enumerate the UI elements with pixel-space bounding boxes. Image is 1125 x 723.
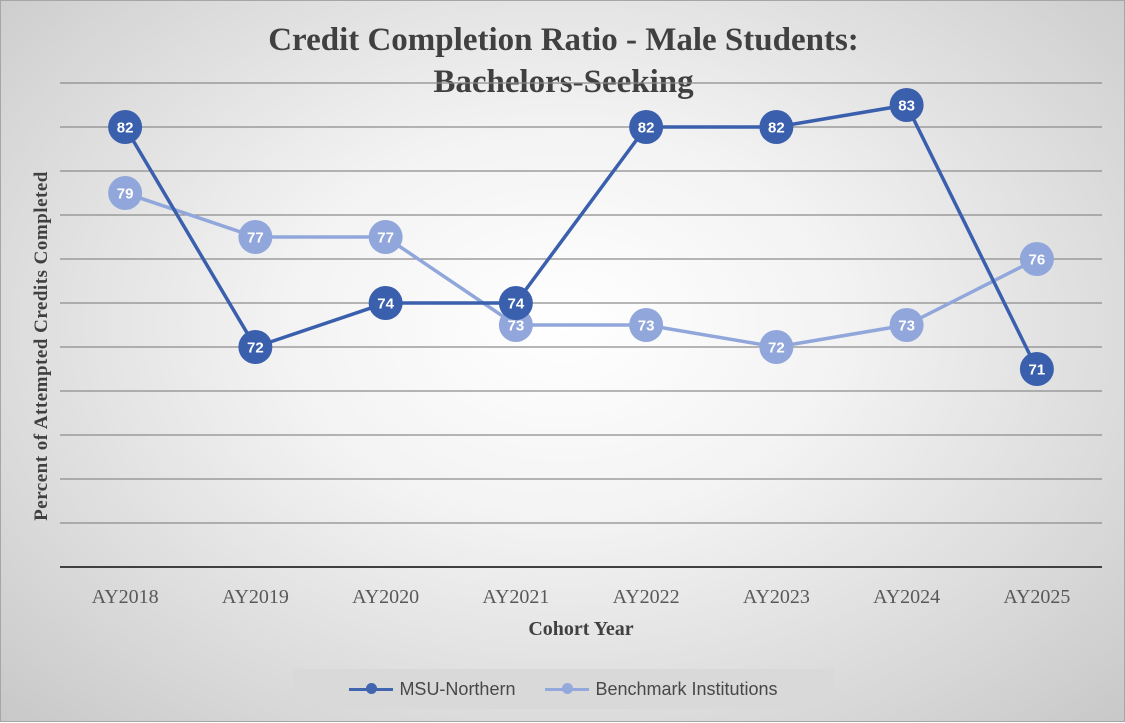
data-label: 77	[247, 230, 264, 247]
data-point	[368, 286, 403, 320]
data-point	[498, 286, 533, 320]
x-tick-label: AY2018	[92, 586, 159, 608]
data-point	[108, 110, 143, 144]
data-label: 74	[508, 296, 525, 313]
x-tick-label: AY2024	[873, 586, 940, 608]
legend-item-benchmark: Benchmark Institutions	[545, 678, 778, 700]
data-label: 82	[117, 120, 134, 137]
data-point	[629, 110, 664, 144]
data-point	[238, 330, 273, 364]
x-tick-label: AY2023	[743, 586, 810, 608]
x-axis-label: Cohort Year	[528, 618, 634, 640]
data-label: 73	[898, 318, 915, 335]
data-point	[368, 220, 403, 254]
data-label: 71	[1029, 362, 1046, 379]
data-label: 72	[247, 340, 264, 357]
data-point	[1019, 352, 1054, 386]
data-label: 79	[117, 186, 134, 203]
data-label: 74	[377, 296, 394, 313]
data-point	[759, 110, 794, 144]
data-point	[1019, 242, 1054, 276]
data-point	[889, 308, 924, 342]
data-label: 82	[768, 120, 785, 137]
x-tick-label: AY2019	[222, 586, 289, 608]
legend-label-benchmark: Benchmark Institutions	[595, 678, 778, 699]
data-label: 72	[768, 340, 785, 357]
data-label: 83	[898, 98, 915, 115]
data-point	[889, 88, 924, 122]
legend-swatch-benchmark	[545, 683, 590, 695]
data-point	[759, 330, 794, 364]
chart-title: Credit Completion Ratio - Male Students:…	[268, 22, 859, 100]
x-tick-label: AY2021	[482, 586, 549, 608]
legend-item-msu: MSU-Northern	[349, 679, 515, 700]
legend: MSU-Northern Benchmark Institutions	[293, 669, 834, 709]
data-point	[108, 176, 143, 210]
x-tick-label: AY2025	[1003, 586, 1070, 608]
series-line-0	[123, 103, 1039, 370]
data-label: 73	[508, 318, 525, 335]
legend-dot-msu	[366, 683, 378, 694]
legend-dot-benchmark	[562, 683, 574, 694]
legend-swatch-msu	[349, 683, 394, 695]
data-label: 77	[377, 230, 394, 247]
legend-label-msu: MSU-Northern	[399, 678, 516, 699]
x-tick-label: AY2020	[352, 586, 419, 608]
data-point	[629, 308, 664, 342]
data-label: 76	[1029, 252, 1046, 269]
data-label: 73	[638, 318, 655, 335]
series-line-1	[124, 191, 1038, 349]
data-point	[238, 220, 273, 254]
x-tick-label: AY2022	[613, 586, 680, 608]
data-label: 82	[638, 120, 655, 137]
